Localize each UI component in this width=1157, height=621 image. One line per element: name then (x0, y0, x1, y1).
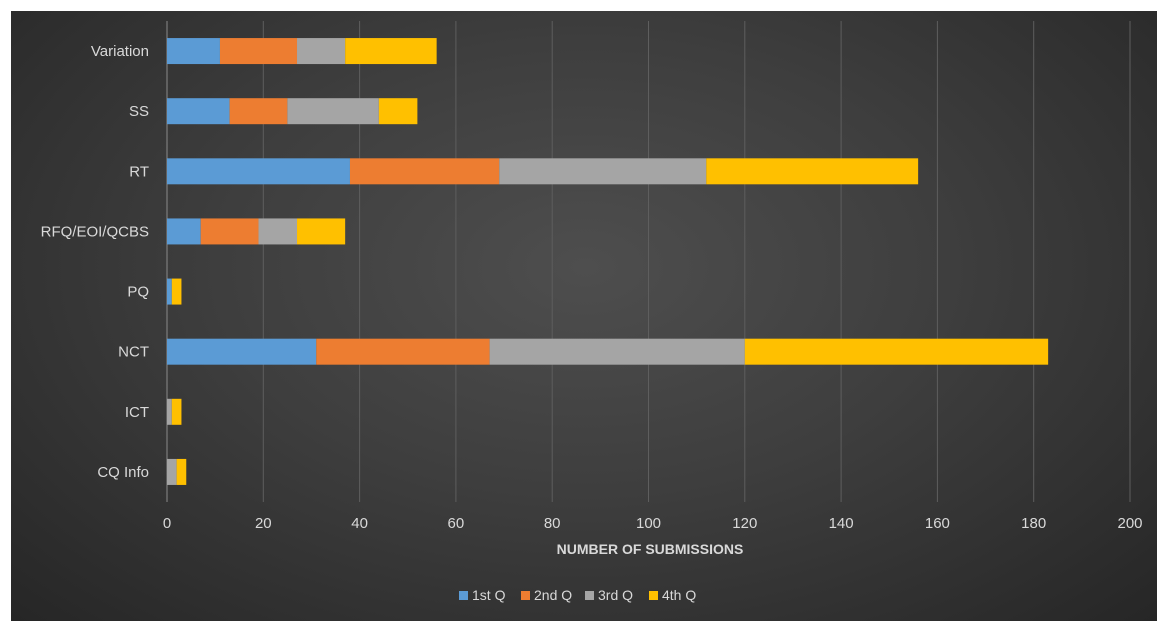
legend-item: 2nd Q (521, 587, 572, 603)
bar-segment (167, 218, 201, 244)
bar-segment (287, 98, 378, 124)
bar-segment (167, 339, 316, 365)
legend-label: 2nd Q (534, 587, 572, 603)
bar-segment (167, 399, 172, 425)
bar-segment (167, 459, 177, 485)
bar-segment (350, 158, 499, 184)
bar-segment (201, 218, 259, 244)
bar-segment (167, 98, 230, 124)
bars (167, 38, 1048, 485)
bar-segment (167, 158, 350, 184)
legend-item: 4th Q (649, 587, 696, 603)
x-tick-label: 140 (829, 515, 854, 532)
category-label: RFQ/EOI/QCBS (41, 223, 149, 240)
bar-segment (379, 98, 418, 124)
bar-segment (167, 279, 172, 305)
x-axis-title: NUMBER OF SUBMISSIONS (557, 541, 744, 557)
bar-segment (316, 339, 489, 365)
category-label: Variation (91, 43, 149, 60)
x-tick-label: 120 (732, 515, 757, 532)
bar-segment (220, 38, 297, 64)
bar-segment (297, 38, 345, 64)
category-label: SS (129, 103, 149, 120)
legend-item: 3rd Q (585, 587, 633, 603)
x-tick-label: 20 (255, 515, 272, 532)
stacked-bar-chart: CQ Info ICT NCT PQ RFQ/EOI/QCBS RT SS Variation… (11, 11, 1157, 621)
category-label: CQ Info (97, 464, 149, 481)
x-tick-label: 100 (636, 515, 661, 532)
legend-label: 4th Q (662, 587, 696, 603)
chart-area: CQ Info ICT NCT PQ RFQ/EOI/QCBS RT SS Variation… (11, 11, 1157, 621)
bar-segment (167, 38, 220, 64)
x-tick-label: 80 (544, 515, 561, 532)
bar-segment (706, 158, 918, 184)
legend-item: 1st Q (459, 587, 506, 603)
x-tick-label: 200 (1117, 515, 1142, 532)
x-tick-label: 180 (1021, 515, 1046, 532)
bar-segment (745, 339, 1048, 365)
bar-segment (172, 399, 182, 425)
bar-segment (177, 459, 187, 485)
x-tick-label: 160 (925, 515, 950, 532)
legend-swatch (459, 591, 468, 600)
x-tick-label: 0 (163, 515, 171, 532)
category-labels: CQ Info ICT NCT PQ RFQ/EOI/QCBS RT SS Variation (41, 43, 149, 481)
category-label: ICT (125, 404, 149, 421)
bar-segment (297, 218, 345, 244)
x-tick-label: 60 (448, 515, 465, 532)
legend-label: 3rd Q (598, 587, 633, 603)
legend-swatch (649, 591, 658, 600)
bar-segment (258, 218, 297, 244)
category-label: RT (129, 163, 149, 180)
legend-label: 1st Q (472, 587, 506, 603)
legend-swatch (521, 591, 530, 600)
category-label: NCT (118, 344, 149, 361)
bar-segment (230, 98, 288, 124)
x-tick-labels: 0 20 40 60 80 100 120 140 160 180 200 (163, 515, 1143, 532)
category-label: PQ (127, 284, 149, 301)
bar-segment (490, 339, 745, 365)
bar-segment (499, 158, 706, 184)
legend-swatch (585, 591, 594, 600)
x-tick-label: 40 (351, 515, 368, 532)
legend: 1st Q 2nd Q 3rd Q 4th Q (459, 587, 696, 603)
bar-segment (172, 279, 182, 305)
bar-segment (345, 38, 436, 64)
gridlines (167, 21, 1130, 502)
